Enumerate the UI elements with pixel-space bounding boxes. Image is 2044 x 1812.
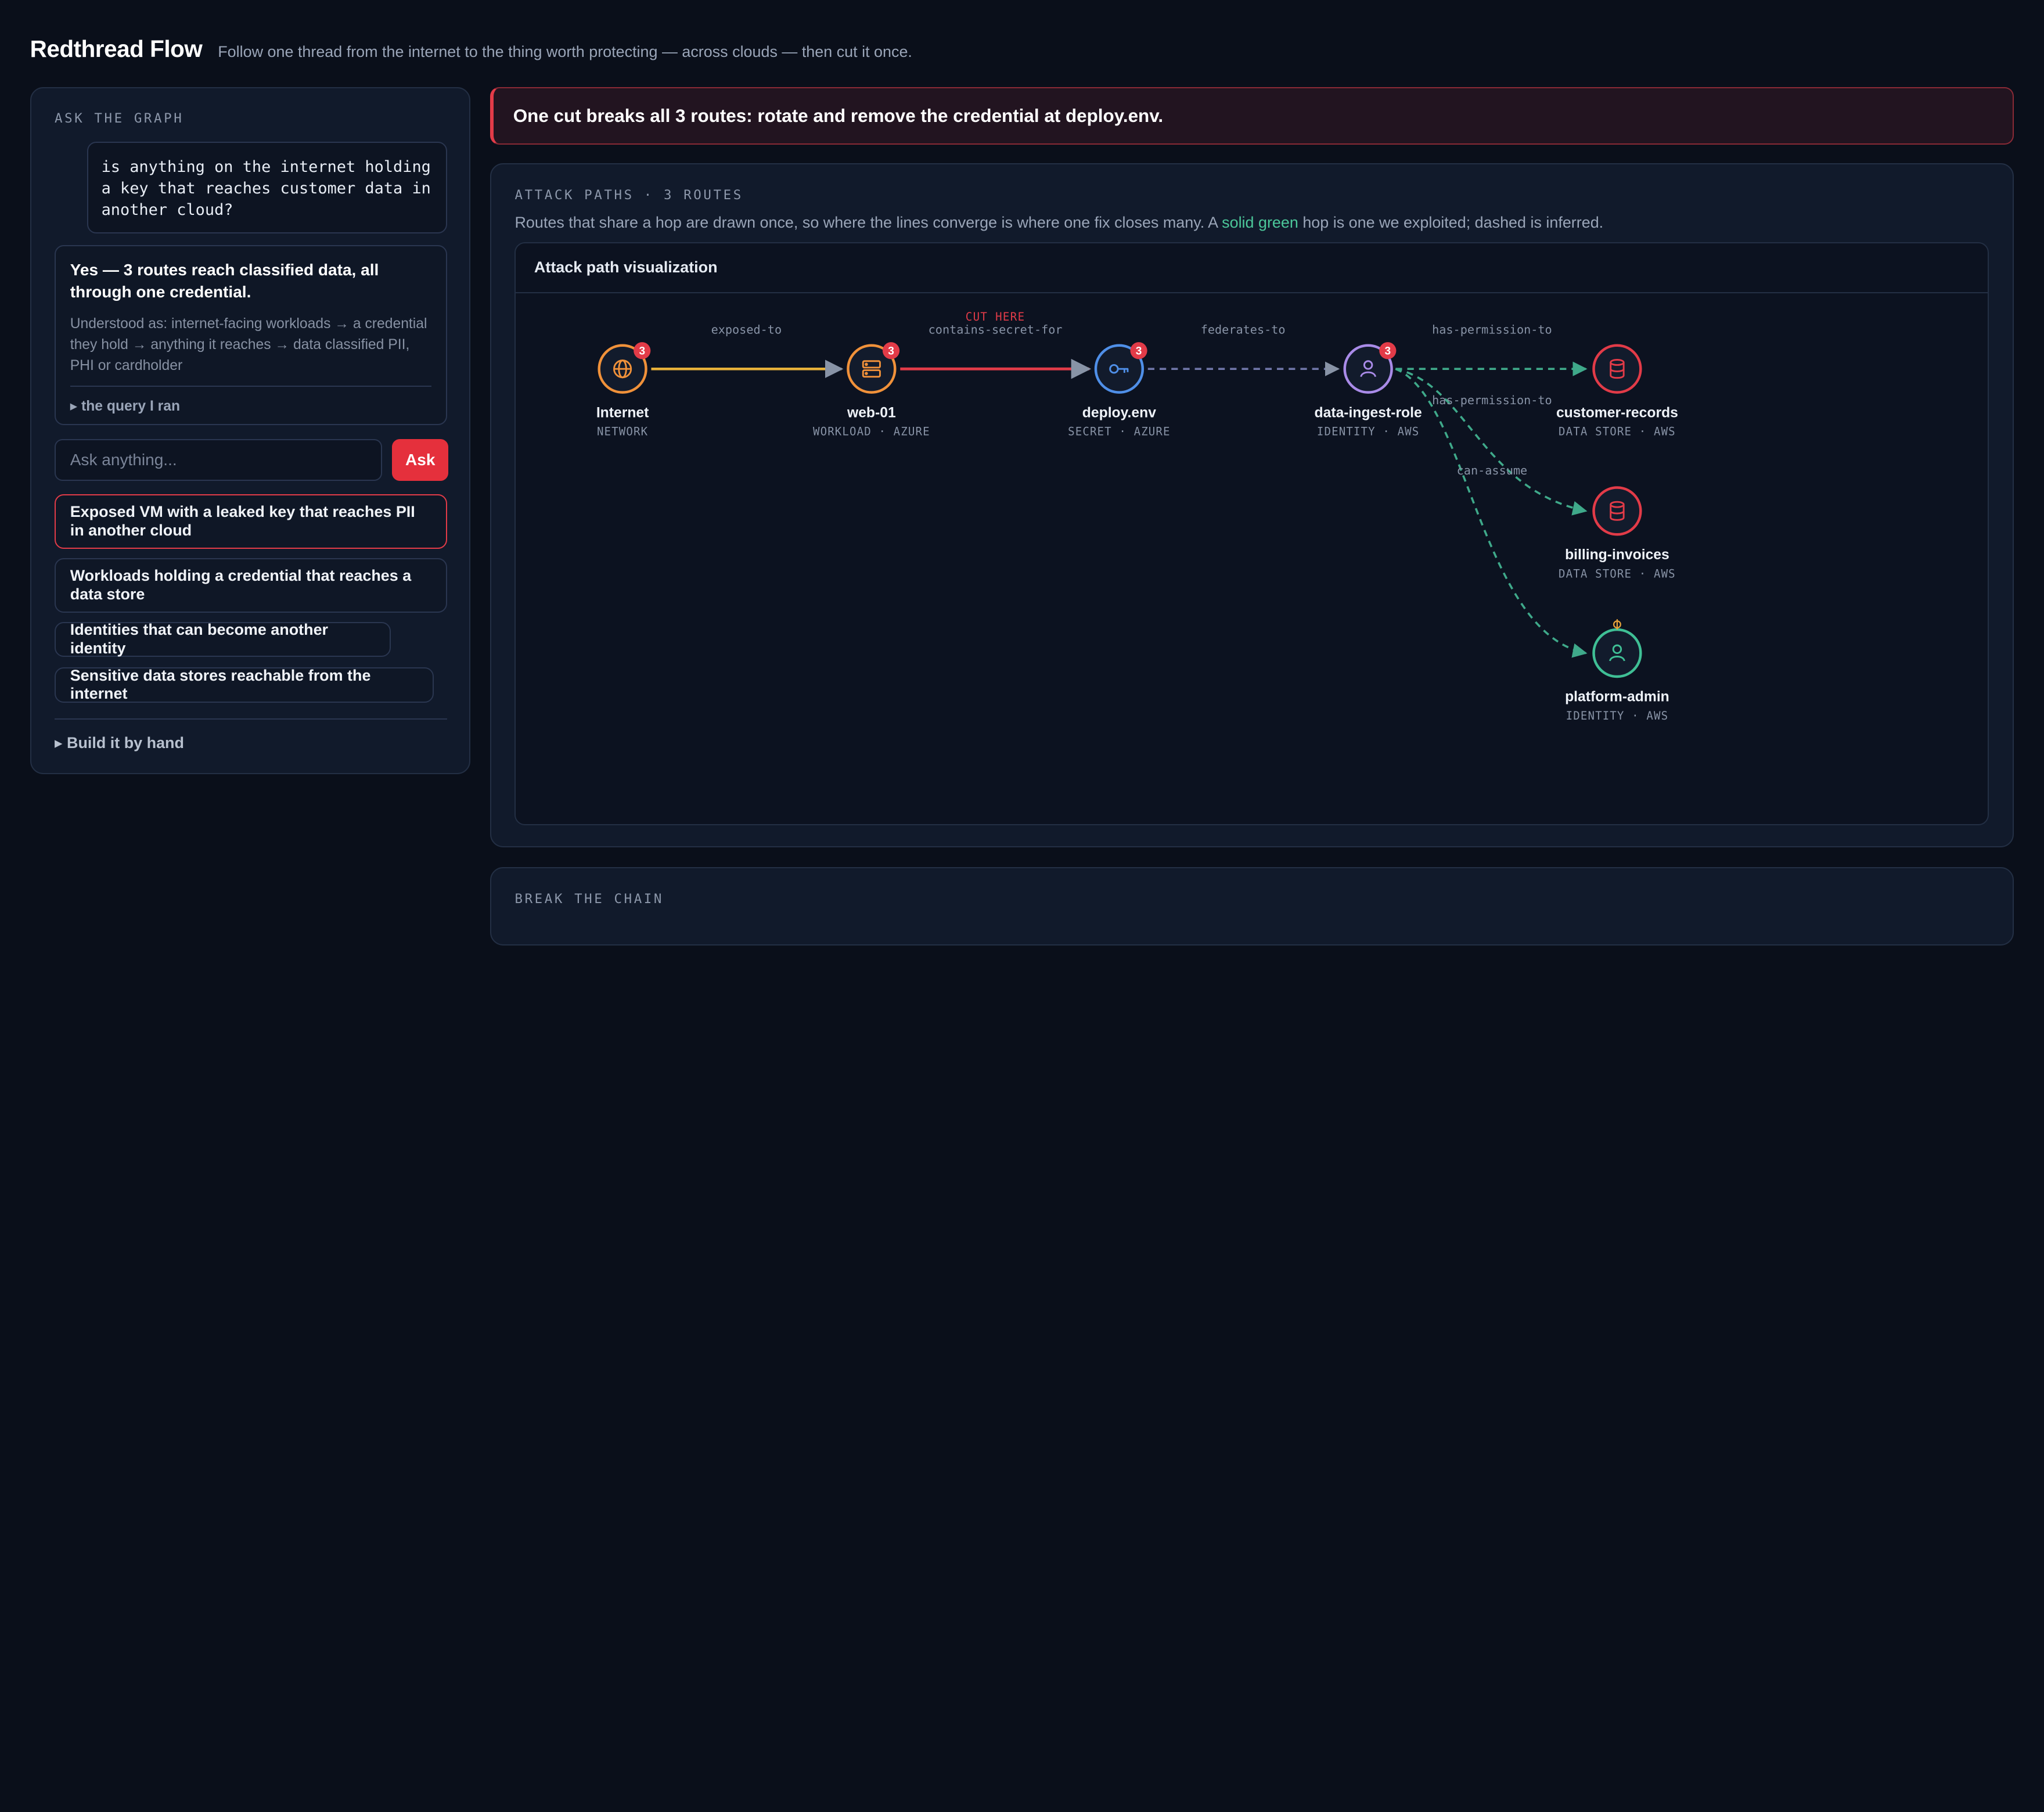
ask-input[interactable]	[55, 439, 382, 481]
route-count-badge	[883, 341, 900, 359]
node-name: customer-records	[1556, 405, 1678, 420]
node-name: deploy.env	[1082, 405, 1156, 420]
node-type: DATA STORE · AWS	[1559, 567, 1676, 580]
answer-interpretation: Understood as: internet-facing workloads…	[70, 316, 427, 374]
node-data-ingest-role[interactable]: 3 data-ingest-role IDENTITY · AWS	[1315, 341, 1422, 438]
server-icon	[862, 359, 881, 378]
attack-paths-card: ATTACK PATHS · 3 ROUTES Routes that shar…	[490, 163, 2014, 848]
edge-label-contains-secret-for: contains-secret-for	[929, 322, 1063, 336]
break-chain-label: BREAK THE CHAIN	[514, 891, 664, 907]
node-platform-admin[interactable]: platform-admin IDENTITY · AWS	[1566, 619, 1670, 722]
node-type: SECRET · AZURE	[1068, 425, 1171, 438]
user-icon	[1609, 644, 1626, 661]
key-icon	[1109, 364, 1129, 373]
node-web-01[interactable]: 3 web-01 WORKLOAD · AZURE	[813, 341, 930, 438]
build-by-hand-toggle[interactable]: ▸ Build it by hand	[55, 734, 184, 752]
attack-paths-label: ATTACK PATHS · 3 ROUTES	[514, 188, 743, 203]
suggestion-identities[interactable]: Identities that can become another ident…	[55, 621, 391, 657]
badge-count: 3	[888, 345, 895, 357]
page: Redthread Flow Follow one thread from th…	[30, 35, 2014, 945]
panel-divider	[55, 718, 447, 720]
database-icon	[1610, 501, 1625, 521]
attack-paths-description: Routes that share a hop are drawn once, …	[514, 214, 1603, 232]
node-type: IDENTITY · AWS	[1566, 710, 1669, 722]
attack-path-visualization: Attack path visualization	[514, 242, 1989, 825]
route-count-badge	[1130, 341, 1148, 359]
ask-graph-panel: ASK THE GRAPH is anything on the interne…	[30, 87, 471, 775]
node-customer-records[interactable]: customer-records DATA STORE · AWS	[1556, 344, 1678, 438]
edge-label-exposed-to: exposed-to	[711, 322, 782, 336]
node-type: NETWORK	[597, 425, 648, 438]
node-billing-invoices[interactable]: billing-invoices DATA STORE · AWS	[1559, 486, 1676, 580]
desc-after: hop is one we exploited; dashed is infer…	[1298, 213, 1604, 231]
user-query-bubble: is anything on the internet holding a ke…	[87, 142, 447, 233]
break-chain-card: BREAK THE CHAIN	[490, 867, 2014, 945]
query-ran-toggle[interactable]: ▸ the query I ran	[70, 398, 181, 414]
desc-highlight: solid green	[1222, 213, 1298, 231]
viz-title: Attack path visualization	[516, 243, 1988, 293]
edge-label-can-assume: can-assume	[1457, 463, 1528, 477]
edge-label-has-permission-to: has-permission-to	[1433, 322, 1553, 336]
cut-recommendation-banner: One cut breaks all 3 routes: rotate and …	[490, 87, 2014, 145]
node-internet[interactable]: 3 Internet NETWORK	[596, 341, 651, 438]
node-type: IDENTITY · AWS	[1317, 425, 1420, 438]
app-tagline: Follow one thread from the internet to t…	[218, 42, 912, 60]
edge-label-has-permission-to-2: has-permission-to	[1433, 393, 1553, 407]
node-name: billing-invoices	[1566, 547, 1670, 563]
badge-count: 3	[1136, 345, 1142, 357]
node-type: DATA STORE · AWS	[1559, 425, 1676, 438]
attack-graph: exposed-to contains-secret-for CUT HERE …	[596, 311, 1678, 722]
suggestion-sensitive-stores[interactable]: Sensitive data stores reachable from the…	[55, 667, 434, 703]
answer-divider	[70, 385, 432, 387]
app-title: Redthread Flow	[30, 35, 203, 62]
edge-ingest-admin[interactable]	[1395, 368, 1588, 658]
edge-label-federates-to: federates-to	[1201, 322, 1286, 336]
badge-count: 3	[1385, 345, 1391, 357]
node-type: WORKLOAD · AZURE	[813, 425, 930, 438]
node-deploy-env[interactable]: 3 deploy.env SECRET · AZURE	[1068, 341, 1171, 438]
answer-title: Yes — 3 routes reach classified data, al…	[70, 261, 379, 301]
app-header: Redthread Flow Follow one thread from th…	[30, 35, 912, 63]
suggestion-workloads-credential[interactable]: Workloads holding a credential that reac…	[55, 558, 447, 613]
badge-count: 3	[639, 345, 646, 357]
suggestion-exposed-vm[interactable]: Exposed VM with a leaked key that reache…	[55, 494, 447, 549]
ask-button[interactable]: Ask	[392, 439, 448, 481]
route-count-badge	[634, 341, 651, 359]
ask-graph-label: ASK THE GRAPH	[55, 110, 184, 126]
node-name: web-01	[847, 405, 896, 420]
node-name: Internet	[596, 405, 649, 420]
target-icon	[1613, 619, 1622, 630]
edge-ingest-billing[interactable]	[1395, 368, 1588, 516]
route-count-badge	[1379, 341, 1397, 359]
database-icon	[1610, 358, 1625, 379]
node-name: data-ingest-role	[1315, 405, 1422, 420]
answer-card: Yes — 3 routes reach classified data, al…	[55, 245, 447, 425]
user-icon	[1360, 359, 1377, 377]
node-name: platform-admin	[1566, 689, 1670, 704]
desc-before: Routes that share a hop are drawn once, …	[514, 213, 1222, 231]
cut-here-label: CUT HERE	[966, 311, 1025, 323]
globe-icon	[613, 359, 632, 378]
